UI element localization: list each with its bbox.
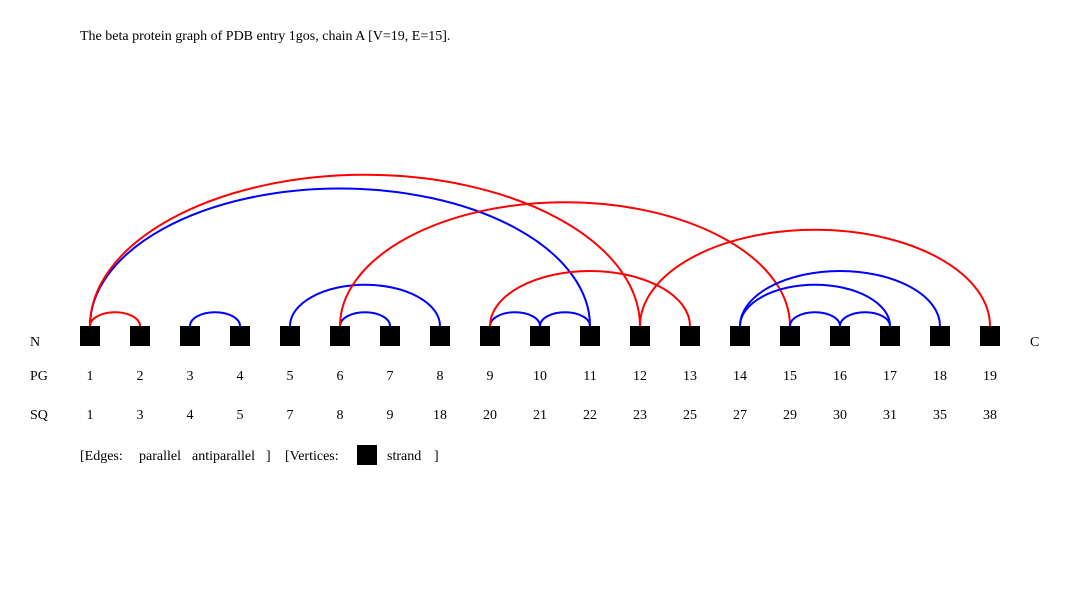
graph-title: The beta protein graph of PDB entry 1gos… bbox=[80, 29, 450, 44]
legend: [Edges: parallel antiparallel ] [Vertice… bbox=[80, 445, 439, 465]
sq-label-10: 21 bbox=[533, 408, 547, 423]
edge-antiparallel-14-17 bbox=[739, 283, 891, 327]
strand-vertex-16 bbox=[830, 326, 850, 346]
pg-row-label: PG bbox=[30, 369, 48, 384]
pg-label-7: 7 bbox=[387, 369, 394, 384]
pg-label-11: 11 bbox=[583, 369, 596, 384]
edge-antiparallel-15-16 bbox=[789, 311, 841, 327]
edge-parallel-1-2 bbox=[89, 311, 141, 327]
legend-vertices-close: ] bbox=[434, 449, 439, 464]
strand-vertex-17 bbox=[880, 326, 900, 346]
strand-vertex-3 bbox=[180, 326, 200, 346]
pg-label-3: 3 bbox=[187, 369, 194, 384]
edges-layer bbox=[89, 173, 991, 327]
edge-parallel-9-13 bbox=[489, 270, 691, 327]
strand-vertex-10 bbox=[530, 326, 550, 346]
edge-antiparallel-14-18 bbox=[739, 270, 941, 327]
strand-vertex-13 bbox=[680, 326, 700, 346]
sq-label-11: 22 bbox=[583, 408, 597, 423]
pg-label-17: 17 bbox=[883, 369, 897, 384]
strand-vertex-5 bbox=[280, 326, 300, 346]
sq-label-4: 5 bbox=[237, 408, 244, 423]
sq-label-17: 31 bbox=[883, 408, 897, 423]
strand-vertex-12 bbox=[630, 326, 650, 346]
c-terminus-label: C bbox=[1030, 335, 1039, 350]
sq-label-13: 25 bbox=[683, 408, 697, 423]
strand-vertex-2 bbox=[130, 326, 150, 346]
strand-vertex-18 bbox=[930, 326, 950, 346]
edge-antiparallel-10-11 bbox=[539, 311, 591, 327]
pg-label-5: 5 bbox=[287, 369, 294, 384]
pg-label-13: 13 bbox=[683, 369, 697, 384]
strand-vertex-11 bbox=[580, 326, 600, 346]
pg-label-18: 18 bbox=[933, 369, 947, 384]
sq-label-14: 27 bbox=[733, 408, 747, 423]
edge-parallel-6-15 bbox=[339, 201, 791, 327]
sq-label-5: 7 bbox=[287, 408, 294, 423]
vertices-layer bbox=[80, 326, 1000, 346]
pg-label-1: 1 bbox=[87, 369, 94, 384]
sq-label-2: 3 bbox=[137, 408, 144, 423]
strand-vertex-8 bbox=[430, 326, 450, 346]
edge-antiparallel-1-11 bbox=[89, 187, 591, 327]
sq-label-9: 20 bbox=[483, 408, 497, 423]
strand-vertex-7 bbox=[380, 326, 400, 346]
strand-vertex-14 bbox=[730, 326, 750, 346]
strand-vertex-15 bbox=[780, 326, 800, 346]
pg-label-14: 14 bbox=[733, 369, 747, 384]
legend-strand-square bbox=[357, 445, 377, 465]
pg-label-19: 19 bbox=[983, 369, 997, 384]
sq-label-7: 9 bbox=[387, 408, 394, 423]
pg-label-12: 12 bbox=[633, 369, 647, 384]
edge-antiparallel-3-4 bbox=[189, 311, 241, 327]
strand-vertex-19 bbox=[980, 326, 1000, 346]
legend-edges-label: [Edges: bbox=[80, 449, 123, 464]
sq-label-12: 23 bbox=[633, 408, 647, 423]
edge-antiparallel-16-17 bbox=[839, 311, 891, 327]
pg-label-10: 10 bbox=[533, 369, 547, 384]
pg-label-2: 2 bbox=[137, 369, 144, 384]
edge-antiparallel-9-10 bbox=[489, 311, 541, 327]
strand-vertex-1 bbox=[80, 326, 100, 346]
sq-row-label: SQ bbox=[30, 408, 48, 423]
pg-label-15: 15 bbox=[783, 369, 797, 384]
sq-label-1: 1 bbox=[87, 408, 94, 423]
legend-strand-label: strand bbox=[387, 449, 421, 464]
legend-antiparallel-label: antiparallel bbox=[192, 449, 255, 464]
sq-label-18: 35 bbox=[933, 408, 947, 423]
sq-label-6: 8 bbox=[337, 408, 344, 423]
pg-label-4: 4 bbox=[237, 369, 244, 384]
sq-label-3: 4 bbox=[187, 408, 194, 423]
pg-label-8: 8 bbox=[437, 369, 444, 384]
n-terminus-label: N bbox=[30, 335, 40, 350]
strand-vertex-9 bbox=[480, 326, 500, 346]
strand-vertex-4 bbox=[230, 326, 250, 346]
sq-label-19: 38 bbox=[983, 408, 997, 423]
sq-label-8: 18 bbox=[433, 408, 447, 423]
sq-label-15: 29 bbox=[783, 408, 797, 423]
pg-label-6: 6 bbox=[337, 369, 344, 384]
legend-edges-close: ] bbox=[266, 449, 271, 464]
edge-antiparallel-5-8 bbox=[289, 283, 441, 327]
edge-parallel-1-12 bbox=[89, 173, 641, 327]
pg-index-labels: 1 2 3 4 5 6 7 8 9 10 11 12 13 14 15 16 17 18 19 bbox=[87, 369, 998, 384]
legend-parallel-label: parallel bbox=[139, 449, 181, 464]
legend-vertices-label: [Vertices: bbox=[285, 449, 339, 464]
pg-label-16: 16 bbox=[833, 369, 847, 384]
sq-label-16: 30 bbox=[833, 408, 847, 423]
edge-antiparallel-6-7 bbox=[339, 311, 391, 327]
pg-label-9: 9 bbox=[487, 369, 494, 384]
edge-parallel-12-19 bbox=[639, 228, 991, 327]
strand-vertex-6 bbox=[330, 326, 350, 346]
sq-index-labels: 1 3 4 5 7 8 9 18 20 21 22 23 25 27 29 30 31 35 38 bbox=[87, 408, 998, 423]
